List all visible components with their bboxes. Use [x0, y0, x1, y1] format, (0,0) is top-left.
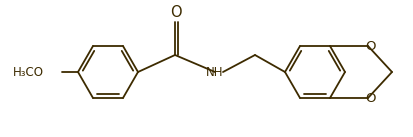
Text: O: O	[170, 5, 182, 20]
Text: H₃CO: H₃CO	[12, 65, 43, 79]
Text: O: O	[365, 39, 375, 52]
Text: NH: NH	[206, 65, 224, 79]
Text: O: O	[365, 92, 375, 105]
